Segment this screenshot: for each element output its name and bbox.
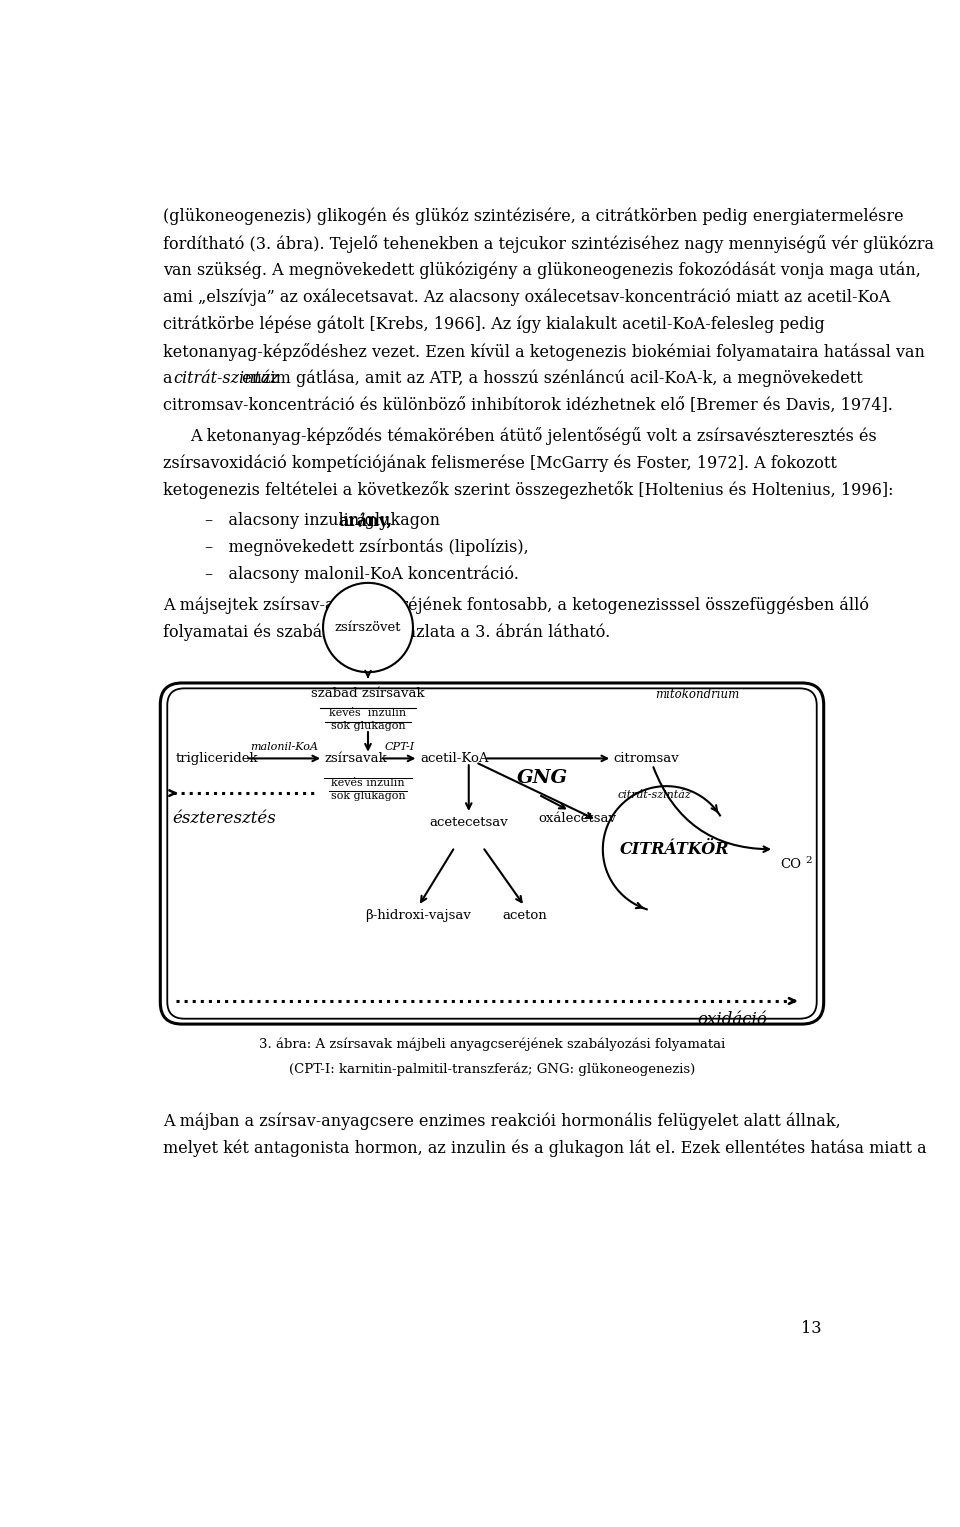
- Text: fordítható (3. ábra). Tejelő tehenekben a tejcukor szintéziséhez nagy mennyiségű: fordítható (3. ábra). Tejelő tehenekben …: [162, 235, 934, 253]
- Text: CO: CO: [780, 858, 802, 872]
- Text: citrát-szintáz: citrát-szintáz: [617, 791, 691, 800]
- Text: citromsav-koncentráció és különböző inhibítorok idézhetnek elő [Bremer és Davis,: citromsav-koncentráció és különböző inhi…: [162, 397, 893, 414]
- Text: CITRÁTKÖR: CITRÁTKÖR: [619, 841, 729, 858]
- Text: kevés  inzulin: kevés inzulin: [329, 707, 407, 718]
- Text: 13: 13: [801, 1321, 822, 1338]
- Text: van szükség. A megnövekedett glükózigény a glükoneogenezis fokozódását vonja mag: van szükség. A megnövekedett glükózigény…: [162, 261, 921, 279]
- Text: malonil-KoA: malonil-KoA: [251, 742, 319, 753]
- Text: sok glukagon: sok glukagon: [330, 791, 405, 800]
- Text: –   megnövekedett zsírbontás (lipolízis),: – megnövekedett zsírbontás (lipolízis),: [205, 539, 529, 556]
- Text: acetecetsav: acetecetsav: [429, 815, 508, 829]
- Text: acetil-KoA: acetil-KoA: [420, 751, 489, 765]
- Text: (glükoneogenezis) glikogén és glükóz szintézisére, a citrátkörben pedig energiat: (glükoneogenezis) glikogén és glükóz szi…: [162, 208, 903, 226]
- Text: oxidáció: oxidáció: [697, 1011, 767, 1028]
- Text: CPT-I: CPT-I: [384, 742, 415, 753]
- Text: citrát-szintáz: citrát-szintáz: [174, 370, 279, 386]
- Text: ketonanyag-képződéshez vezet. Ezen kívül a ketogenezis biokémiai folyamataira ha: ketonanyag-képződéshez vezet. Ezen kívül…: [162, 342, 924, 360]
- Text: GNG: GNG: [516, 768, 568, 786]
- Circle shape: [324, 583, 413, 672]
- Text: 3. ábra: A zsírsavak májbeli anyagcseréjének szabályozási folyamatai: 3. ábra: A zsírsavak májbeli anyagcseréj…: [259, 1037, 725, 1051]
- Text: a: a: [162, 370, 178, 386]
- Text: oxálecetsav: oxálecetsav: [539, 812, 616, 825]
- Text: zsírszövet: zsírszövet: [335, 621, 401, 634]
- Text: citromsav: citromsav: [613, 751, 680, 765]
- Text: ketogenezis feltételei a következők szerint összegezhetők [Holtenius és Holteniu: ketogenezis feltételei a következők szer…: [162, 481, 893, 499]
- Text: β-hidroxi-vajsav: β-hidroxi-vajsav: [366, 910, 471, 922]
- Text: kevés inzulin: kevés inzulin: [331, 777, 405, 788]
- Text: –   alacsony inzulin/glukagon: – alacsony inzulin/glukagon: [205, 512, 445, 528]
- Text: aceton: aceton: [502, 910, 547, 922]
- Text: sok glukagon: sok glukagon: [330, 721, 405, 731]
- Text: –   alacsony malonil-KoA koncentráció.: – alacsony malonil-KoA koncentráció.: [205, 567, 519, 583]
- Text: A májban a zsírsav-anyagcsere enzimes reakciói hormonális felügyelet alatt állna: A májban a zsírsav-anyagcsere enzimes re…: [162, 1113, 840, 1130]
- Text: arány,: arány,: [339, 512, 393, 530]
- Text: A ketonanyag-képződés témakörében átütő jelentőségű volt a zsírsavészteresztés é: A ketonanyag-képződés témakörében átütő …: [190, 428, 876, 446]
- FancyBboxPatch shape: [160, 683, 824, 1025]
- Text: enzim gátlása, amit az ATP, a hosszú szénláncú acil-KoA-k, a megnövekedett: enzim gátlása, amit az ATP, a hosszú szé…: [237, 370, 863, 386]
- Text: trigliceridek: trigliceridek: [176, 751, 258, 765]
- Text: mitokondrium: mitokondrium: [655, 687, 739, 701]
- Text: melyet két antagonista hormon, az inzulin és a glukagon lát el. Ezek ellentétes : melyet két antagonista hormon, az inzuli…: [162, 1139, 926, 1157]
- Text: 2: 2: [805, 855, 812, 864]
- Text: ami „elszívja” az oxálecetsavat. Az alacsony oxálecetsav-koncentráció miatt az a: ami „elszívja” az oxálecetsavat. Az alac…: [162, 289, 890, 307]
- Text: szabad zsírsavak: szabad zsírsavak: [311, 687, 425, 699]
- Text: A májsejtek zsírsav-anyagcseréjének fontosabb, a ketogenezisssel összefüggésben : A májsejtek zsírsav-anyagcseréjének font…: [162, 597, 869, 614]
- Text: észteresztés: észteresztés: [173, 809, 276, 828]
- Text: (CPT-I: karnitin-palmitil-transzferáz; GNG: glükoneogenezis): (CPT-I: karnitin-palmitil-transzferáz; G…: [289, 1063, 695, 1077]
- Text: citrátkörbe lépése gátolt [Krebs, 1966]. Az így kialakult acetil-KoA-felesleg pe: citrátkörbe lépése gátolt [Krebs, 1966].…: [162, 316, 825, 333]
- Text: zsírsavak: zsírsavak: [324, 751, 387, 765]
- Text: zsírsavoxidáció kompetíciójának felismerése [McGarry és Foster, 1972]. A fokozot: zsírsavoxidáció kompetíciójának felismer…: [162, 454, 836, 472]
- Text: folyamatai és szabályozásuk vázlata a 3. ábrán látható.: folyamatai és szabályozásuk vázlata a 3.…: [162, 623, 610, 641]
